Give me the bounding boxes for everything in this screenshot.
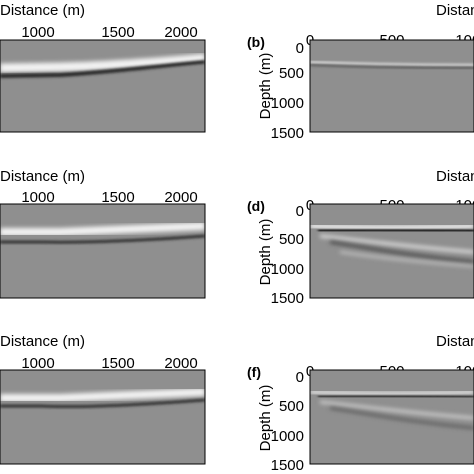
y-axis-title: Depth (m)	[257, 53, 274, 120]
x-axis-title: Distance (m)	[436, 2, 474, 19]
panel-d: Distance (m) (d) 0 500 1000 0 500 1000 1…	[247, 168, 474, 307]
seismic-image	[0, 370, 205, 464]
panel-frame	[309, 369, 474, 465]
x-tick-label: 1500	[101, 355, 134, 372]
y-tick-label: 1500	[271, 125, 304, 142]
panel-a: Distance (m) 1000 1500 2000	[0, 2, 206, 133]
y-tick-label: 1000	[271, 428, 304, 445]
x-tick-label: 2000	[164, 24, 197, 41]
panel-label: (d)	[247, 198, 265, 214]
x-tick-label: 1000	[21, 24, 54, 41]
y-axis-title: Depth (m)	[257, 219, 274, 286]
x-tick-label: 1000	[21, 189, 54, 206]
panel-b: Distance (m) (b) 0 500 1000 0 500 1000 1…	[247, 2, 474, 142]
y-tick-label: 0	[296, 203, 304, 220]
seismic-image	[0, 204, 205, 298]
panel-frame	[0, 39, 206, 133]
x-axis-title: Distance (m)	[0, 333, 85, 350]
x-tick-label: 2000	[164, 189, 197, 206]
x-axis-title: Distance (m)	[0, 168, 85, 185]
panel-frame	[0, 203, 206, 299]
y-tick-label: 500	[279, 65, 304, 82]
panel-label: (b)	[247, 34, 265, 50]
y-tick-label: 1000	[271, 261, 304, 278]
seismic-image	[310, 204, 474, 298]
seismic-image	[310, 370, 474, 464]
y-tick-label: 1000	[271, 95, 304, 112]
panel-c: Distance (m) 1000 1500 2000	[0, 168, 206, 299]
y-tick-label: 500	[279, 231, 304, 248]
x-axis-title: Distance (m)	[436, 168, 474, 185]
y-axis-title: Depth (m)	[257, 385, 274, 452]
panel-frame	[0, 369, 206, 465]
panel-frame	[309, 203, 474, 299]
x-tick-label: 1500	[101, 24, 134, 41]
y-tick-label: 500	[279, 398, 304, 415]
panel-f: Distance (m) (f) 0 500 1000 0 500 1000 1…	[247, 333, 474, 474]
x-tick-label: 1000	[21, 355, 54, 372]
y-tick-label: 1500	[271, 290, 304, 307]
y-tick-label: 0	[296, 369, 304, 386]
seismic-image	[310, 40, 474, 132]
x-tick-label: 2000	[164, 355, 197, 372]
panel-label: (f)	[247, 364, 261, 380]
x-axis-title: Distance (m)	[0, 2, 85, 19]
x-axis-title: Distance (m)	[436, 333, 474, 350]
panel-e: Distance (m) 1000 1500 2000	[0, 333, 206, 465]
x-tick-label: 1500	[101, 189, 134, 206]
y-tick-label: 1500	[271, 457, 304, 474]
y-tick-label: 0	[296, 40, 304, 57]
panel-frame	[309, 39, 474, 133]
seismic-image	[0, 40, 205, 132]
